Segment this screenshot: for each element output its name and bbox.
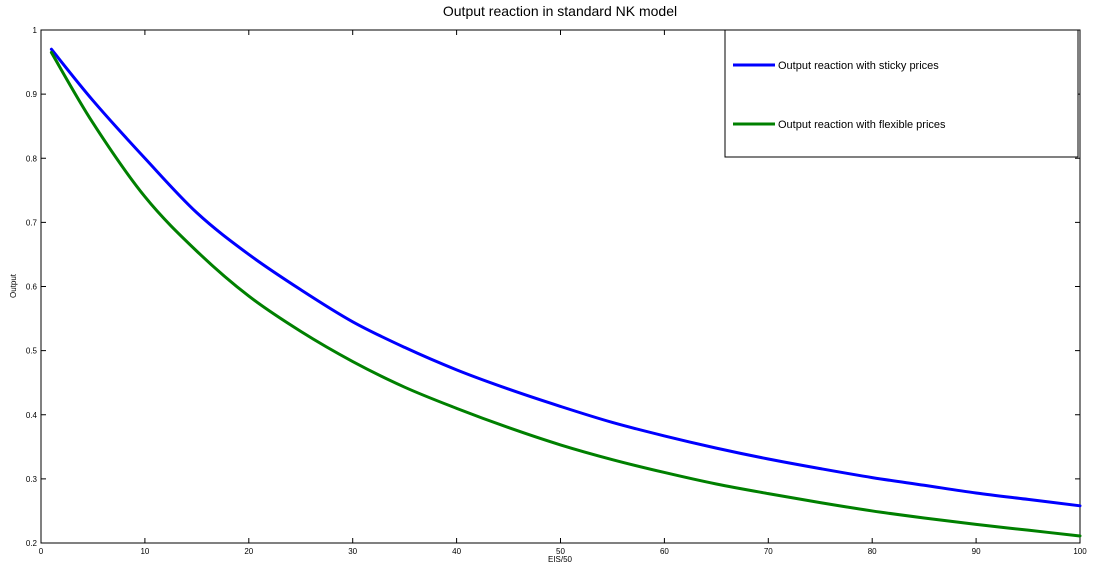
y-tick-label: 1: [33, 26, 38, 35]
x-tick-label: 70: [764, 547, 773, 556]
legend: Output reaction with sticky prices Outpu…: [724, 29, 1079, 158]
y-tick-label: 0.6: [26, 283, 38, 292]
y-tick-label: 0.7: [26, 218, 38, 227]
series-layer: [49, 47, 1082, 538]
y-axis-label: Output: [9, 273, 18, 298]
x-tick-label: 100: [1073, 547, 1087, 556]
x-axis-label: EIS/50: [548, 555, 573, 564]
y-tick-label: 0.3: [26, 475, 38, 484]
y-tick-label: 0.2: [26, 539, 38, 548]
y-tick-label: 0.5: [26, 347, 38, 356]
x-tick-label: 10: [140, 547, 149, 556]
legend-box: [724, 29, 1079, 158]
y-axis: 0.2 0.3 0.4 0.5 0.6 0.7 0.8 0.9 1: [26, 26, 1080, 548]
series-line-sticky-prices: [49, 47, 1082, 508]
x-tick-label: 20: [244, 547, 253, 556]
legend-label-sticky: Output reaction with sticky prices: [778, 60, 939, 72]
chart-title: Output reaction in standard NK model: [443, 3, 677, 19]
x-tick-label: 60: [660, 547, 669, 556]
series-line-flexible-prices: [49, 50, 1082, 538]
x-tick-label: 90: [972, 547, 981, 556]
y-tick-label: 0.4: [26, 411, 38, 420]
x-tick-label: 0: [39, 547, 44, 556]
x-tick-label: 40: [452, 547, 461, 556]
x-tick-label: 80: [868, 547, 877, 556]
x-tick-label: 30: [348, 547, 357, 556]
y-tick-label: 0.9: [26, 90, 38, 99]
x-axis: 0 10 20 30 40 50 60 70 80 90 100: [39, 30, 1087, 556]
y-tick-label: 0.8: [26, 154, 38, 163]
x-tick-label: 50: [556, 547, 565, 556]
legend-label-flexible: Output reaction with flexible prices: [778, 119, 946, 131]
